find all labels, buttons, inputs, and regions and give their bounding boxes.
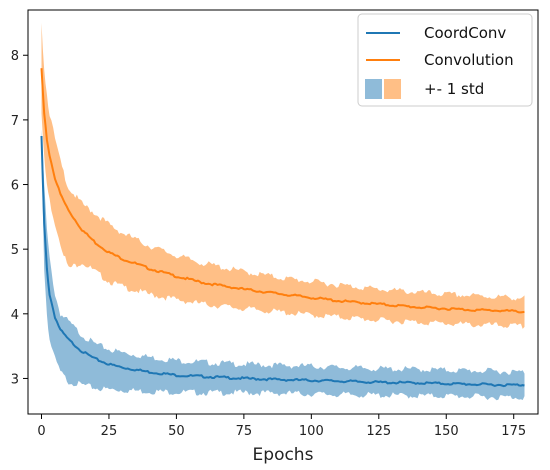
legend-frame <box>357 13 533 107</box>
x-tick-label: 100 <box>299 424 324 439</box>
y-tick-label: 6 <box>11 179 19 194</box>
series-lines <box>40 68 525 388</box>
y-tick-label: 4 <box>11 308 19 323</box>
std-bands <box>41 22 525 401</box>
x-tick-label: 25 <box>101 424 118 439</box>
std-band-convolution <box>41 22 525 329</box>
x-tick-label: 50 <box>168 424 185 439</box>
x-tick-label: 175 <box>501 424 526 439</box>
y-tick-label: 7 <box>11 114 19 129</box>
legend: CoordConv Convolution +- 1 std <box>357 13 533 107</box>
plot-frame <box>27 9 539 415</box>
x-tick-label: 0 <box>37 424 45 439</box>
axis-ticks: 0 25 50 75 100 125 150 175 3 4 5 6 7 8 <box>11 49 526 439</box>
legend-band-convolution <box>384 79 401 99</box>
series-line-coordconv <box>40 135 525 388</box>
legend-label-convolution: Convolution <box>424 51 514 69</box>
x-tick-label: 75 <box>236 424 253 439</box>
legend-label-coordconv: CoordConv <box>424 24 506 42</box>
x-tick-label: 125 <box>366 424 391 439</box>
legend-label-std: +- 1 std <box>424 80 484 98</box>
y-tick-label: 3 <box>11 372 19 387</box>
x-tick-label: 150 <box>434 424 459 439</box>
series-line-convolution <box>40 68 525 314</box>
y-tick-label: 8 <box>11 49 19 64</box>
y-tick-label: 5 <box>11 243 19 258</box>
x-axis-label: Epochs <box>253 445 314 465</box>
legend-band-coordconv <box>365 79 382 99</box>
std-band-coordconv <box>41 129 525 401</box>
